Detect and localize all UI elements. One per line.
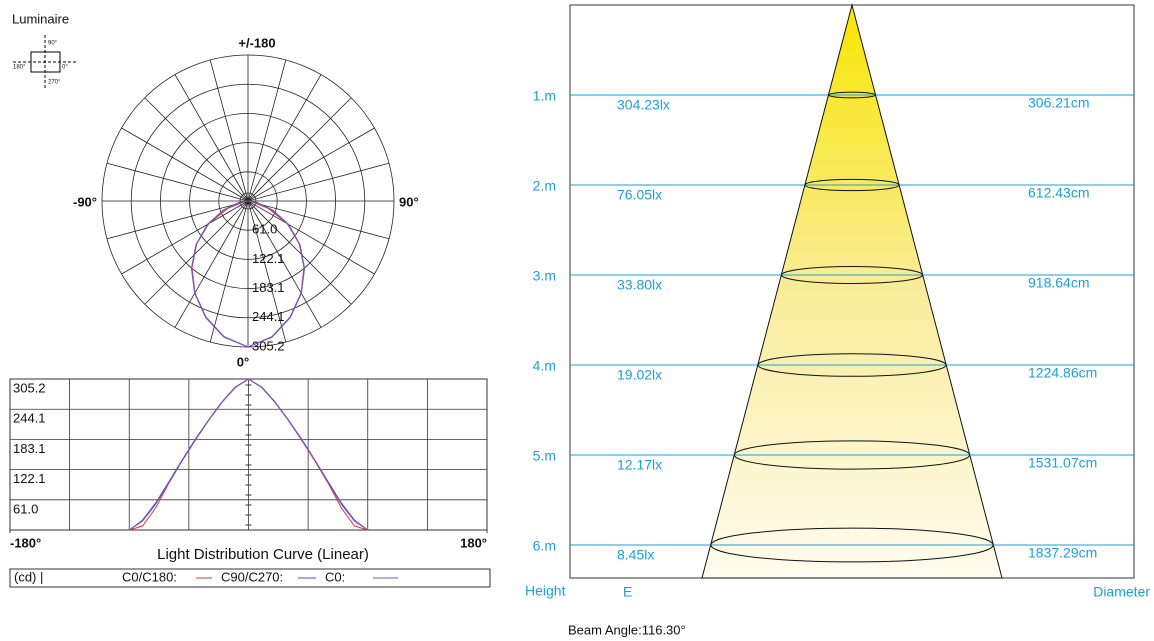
linear-title: Light Distribution Curve (Linear) xyxy=(157,546,369,563)
illuminance: 8.45lx xyxy=(617,547,654,563)
spoke xyxy=(247,97,352,202)
beam-ellipse xyxy=(780,266,924,284)
polar-ring xyxy=(160,113,336,289)
linear-curve xyxy=(128,378,369,531)
height-label: 2.m xyxy=(533,178,556,194)
diameter: 1837.29cm xyxy=(1028,545,1097,561)
polar-label: -90° xyxy=(73,194,97,209)
polar-ring xyxy=(130,83,366,319)
spoke xyxy=(106,162,249,202)
spoke xyxy=(121,200,249,275)
spoke xyxy=(106,200,249,240)
y-tick-label: 183.1 xyxy=(13,441,46,456)
diameter: 612.43cm xyxy=(1028,185,1089,201)
illuminance: 12.17lx xyxy=(617,457,662,473)
r-tick-label: 122.1 xyxy=(252,251,285,266)
diameter-label: Diameter xyxy=(1093,584,1150,600)
spoke xyxy=(144,200,249,305)
illuminance: 33.80lx xyxy=(617,277,662,293)
diameter: 1224.86cm xyxy=(1028,365,1097,381)
spoke xyxy=(247,162,390,202)
y-tick-label: 61.0 xyxy=(13,501,38,516)
diameter: 1531.07cm xyxy=(1028,455,1097,471)
spoke xyxy=(121,127,249,202)
icon-angle: 90° xyxy=(48,41,58,47)
beam-angle: Beam Angle:116.30° xyxy=(568,622,686,637)
spoke xyxy=(247,127,375,202)
polar-ring xyxy=(218,171,278,231)
luminaire-icon xyxy=(13,35,78,90)
icon-angle: 0° xyxy=(62,65,68,71)
x-tick-label: 180° xyxy=(460,535,487,550)
spoke xyxy=(247,200,390,240)
spoke xyxy=(209,59,249,202)
spoke xyxy=(247,74,322,202)
polar-label: 0° xyxy=(237,354,249,369)
icon-angle: 180° xyxy=(13,65,26,71)
spoke xyxy=(247,59,287,202)
height-label: Height xyxy=(525,583,566,599)
spoke xyxy=(174,200,249,328)
height-label: 4.m xyxy=(533,358,556,374)
diameter: 306.21cm xyxy=(1028,95,1089,111)
illuminance: 19.02lx xyxy=(617,367,662,383)
beam-ellipse xyxy=(827,91,877,99)
height-label: 6.m xyxy=(533,538,556,554)
beam-cone xyxy=(701,3,1003,579)
illuminance: 76.05lx xyxy=(617,187,662,203)
spoke xyxy=(247,200,375,275)
e-label: E xyxy=(623,584,632,600)
x-tick-label: -180° xyxy=(10,535,41,550)
height-label: 3.m xyxy=(533,268,556,284)
polar-curve xyxy=(191,200,305,348)
spoke xyxy=(144,97,249,202)
luminaire-label: Luminaire xyxy=(12,11,69,26)
y-tick-label: 305.2 xyxy=(13,380,46,395)
legend-entry: C0: xyxy=(325,569,345,584)
r-tick-label: 305.2 xyxy=(252,338,285,353)
polar-ring xyxy=(189,142,307,260)
polar-ring xyxy=(239,192,257,210)
legend-entry: C0/C180: xyxy=(122,569,177,584)
y-tick-label: 122.1 xyxy=(13,471,46,486)
unit-label: (cd) | xyxy=(14,569,43,584)
spoke xyxy=(209,200,249,343)
diameter: 918.64cm xyxy=(1028,275,1089,291)
legend-box xyxy=(9,568,491,588)
height-label: 5.m xyxy=(533,448,556,464)
illuminance: 304.23lx xyxy=(617,97,670,113)
r-tick-label: 183.1 xyxy=(252,280,285,295)
spoke xyxy=(247,200,352,305)
spoke xyxy=(174,74,249,202)
beam-ellipse xyxy=(804,178,900,192)
legend-entry: C90/C270: xyxy=(221,569,283,584)
beam-ellipse xyxy=(710,527,994,563)
beam-ellipse xyxy=(757,353,947,377)
y-tick-label: 244.1 xyxy=(13,411,46,426)
polar-label: 90° xyxy=(399,194,419,209)
spoke xyxy=(247,200,322,328)
spoke xyxy=(247,200,287,343)
beam-ellipse xyxy=(733,440,971,470)
r-tick-label: 61.0 xyxy=(252,222,277,237)
r-tick-label: 244.1 xyxy=(252,309,285,324)
icon-angle: 270° xyxy=(48,80,61,86)
height-label: 1.m xyxy=(533,88,556,104)
polar-label: +/-180 xyxy=(238,35,275,50)
